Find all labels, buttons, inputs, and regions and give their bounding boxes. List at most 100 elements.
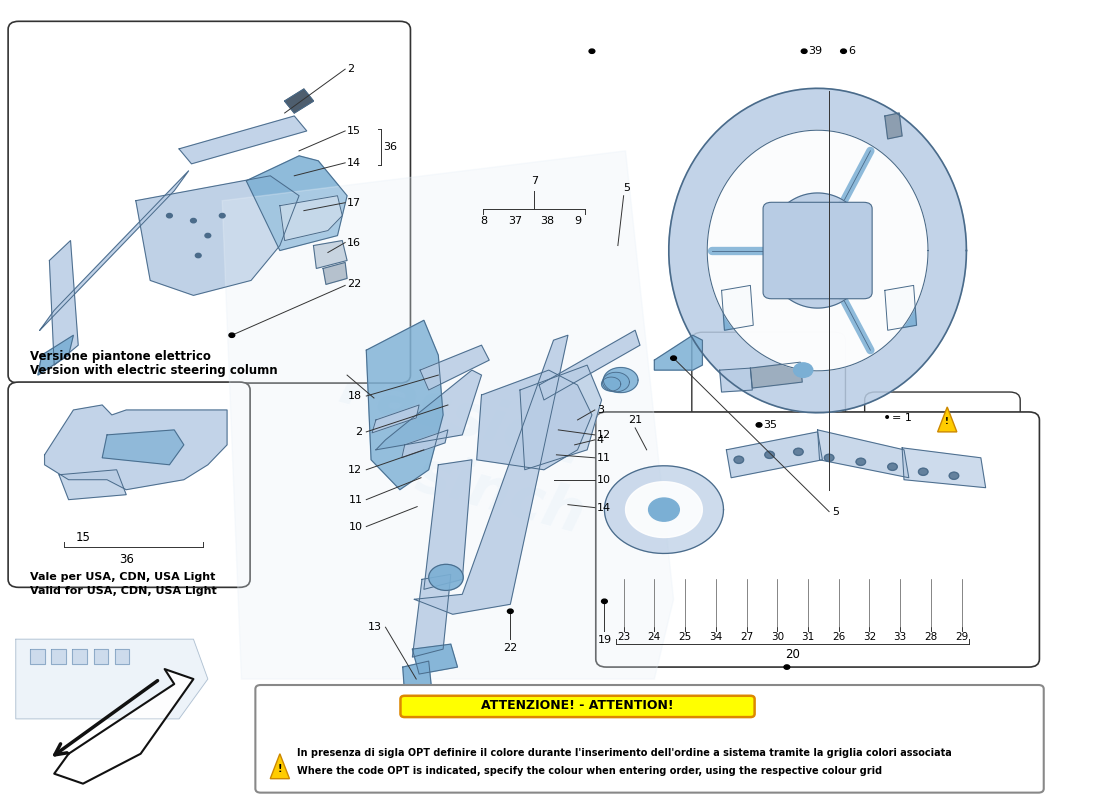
Polygon shape: [764, 193, 870, 308]
Text: 9: 9: [574, 216, 581, 226]
Text: 29: 29: [955, 632, 968, 642]
Text: !: !: [945, 418, 949, 426]
Text: 15: 15: [76, 531, 90, 544]
Text: 23: 23: [617, 632, 630, 642]
Polygon shape: [30, 649, 45, 664]
Polygon shape: [135, 176, 299, 295]
Text: 37: 37: [508, 216, 522, 226]
Text: 36: 36: [119, 553, 134, 566]
FancyBboxPatch shape: [596, 412, 1040, 667]
Circle shape: [856, 458, 866, 466]
Polygon shape: [15, 639, 208, 719]
Circle shape: [190, 218, 196, 222]
FancyBboxPatch shape: [400, 696, 755, 717]
Text: 12: 12: [596, 430, 611, 440]
FancyBboxPatch shape: [8, 22, 410, 383]
Text: 10: 10: [349, 522, 362, 531]
Circle shape: [840, 49, 846, 54]
Circle shape: [229, 333, 234, 338]
Circle shape: [205, 234, 211, 238]
Polygon shape: [937, 407, 957, 432]
Polygon shape: [222, 151, 673, 679]
Circle shape: [756, 422, 762, 427]
Text: 5: 5: [832, 506, 839, 517]
Text: 25: 25: [679, 632, 692, 642]
Polygon shape: [539, 330, 640, 400]
Text: 26: 26: [832, 632, 845, 642]
Text: !: !: [277, 764, 282, 774]
Polygon shape: [279, 196, 342, 241]
Text: 20: 20: [785, 648, 800, 661]
Text: 6: 6: [848, 46, 856, 56]
Circle shape: [949, 472, 959, 479]
Polygon shape: [366, 320, 443, 490]
Polygon shape: [52, 649, 66, 664]
Text: Versione piantone elettrico: Versione piantone elettrico: [30, 350, 211, 362]
Text: Where the code OPT is indicated, specify the colour when entering order, using t: Where the code OPT is indicated, specify…: [297, 766, 882, 776]
Text: 10: 10: [596, 474, 611, 485]
Text: 22: 22: [348, 279, 361, 290]
Text: Version with electric steering column: Version with electric steering column: [30, 364, 278, 377]
Text: 11: 11: [596, 453, 611, 462]
Text: 2: 2: [355, 427, 362, 437]
Polygon shape: [402, 430, 448, 458]
Polygon shape: [817, 430, 909, 478]
Circle shape: [734, 456, 744, 463]
Polygon shape: [285, 89, 314, 113]
Text: 2: 2: [348, 64, 354, 74]
Polygon shape: [50, 241, 78, 365]
Polygon shape: [626, 482, 703, 538]
Polygon shape: [602, 377, 620, 391]
Polygon shape: [750, 362, 802, 388]
Polygon shape: [424, 460, 472, 590]
Text: 11: 11: [349, 494, 362, 505]
Circle shape: [590, 49, 595, 54]
FancyBboxPatch shape: [255, 685, 1044, 793]
Circle shape: [793, 448, 803, 455]
Circle shape: [166, 214, 173, 218]
Text: 35: 35: [763, 420, 777, 430]
Polygon shape: [376, 370, 482, 450]
Text: = 1: = 1: [892, 413, 912, 423]
Polygon shape: [603, 372, 629, 392]
Text: Vale per USA, CDN, USA Light: Vale per USA, CDN, USA Light: [30, 572, 216, 582]
Circle shape: [219, 214, 225, 218]
Text: 3: 3: [596, 405, 604, 415]
Text: 12: 12: [349, 465, 362, 474]
Text: 17: 17: [348, 198, 361, 208]
Circle shape: [649, 498, 680, 522]
Polygon shape: [412, 574, 451, 657]
Text: 39: 39: [808, 46, 822, 56]
Polygon shape: [323, 262, 348, 285]
Circle shape: [507, 609, 514, 614]
Text: 33: 33: [893, 632, 906, 642]
Circle shape: [888, 463, 898, 470]
Text: 24: 24: [648, 632, 661, 642]
Polygon shape: [54, 669, 194, 784]
Polygon shape: [707, 130, 928, 371]
Circle shape: [671, 356, 676, 360]
Polygon shape: [73, 649, 87, 664]
Text: 27: 27: [740, 632, 754, 642]
Text: 21: 21: [628, 415, 642, 425]
Polygon shape: [372, 405, 419, 433]
Polygon shape: [40, 170, 188, 330]
Polygon shape: [719, 368, 752, 392]
Circle shape: [784, 665, 790, 670]
Polygon shape: [604, 367, 638, 393]
Text: 4: 4: [596, 435, 604, 445]
Text: •: •: [883, 411, 891, 425]
Text: 13: 13: [367, 622, 382, 632]
Circle shape: [429, 564, 463, 590]
Text: 31: 31: [802, 632, 815, 642]
Circle shape: [824, 454, 834, 462]
Polygon shape: [476, 370, 592, 470]
Polygon shape: [412, 644, 458, 674]
FancyBboxPatch shape: [865, 392, 1020, 446]
Circle shape: [602, 599, 607, 603]
Text: 36: 36: [384, 142, 397, 152]
Polygon shape: [94, 649, 108, 664]
Text: 5: 5: [624, 182, 630, 193]
Polygon shape: [114, 649, 129, 664]
Text: 7: 7: [531, 176, 538, 186]
